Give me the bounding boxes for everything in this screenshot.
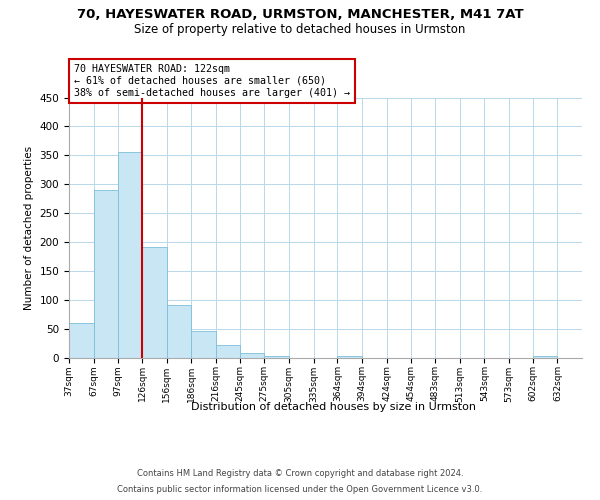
- Bar: [533, 356, 557, 358]
- Bar: [216, 345, 240, 358]
- Text: 70, HAYESWATER ROAD, URMSTON, MANCHESTER, M41 7AT: 70, HAYESWATER ROAD, URMSTON, MANCHESTER…: [77, 8, 523, 20]
- Text: Contains public sector information licensed under the Open Government Licence v3: Contains public sector information licen…: [118, 484, 482, 494]
- Bar: [265, 356, 289, 358]
- Y-axis label: Number of detached properties: Number of detached properties: [24, 146, 34, 310]
- Bar: [142, 246, 167, 358]
- Text: Size of property relative to detached houses in Urmston: Size of property relative to detached ho…: [134, 22, 466, 36]
- Text: 70 HAYESWATER ROAD: 122sqm
← 61% of detached houses are smaller (650)
38% of sem: 70 HAYESWATER ROAD: 122sqm ← 61% of deta…: [74, 64, 350, 98]
- Bar: [167, 305, 191, 358]
- Bar: [69, 323, 94, 358]
- Bar: [191, 331, 216, 357]
- Bar: [118, 152, 142, 358]
- Bar: [337, 356, 362, 358]
- Text: Contains HM Land Registry data © Crown copyright and database right 2024.: Contains HM Land Registry data © Crown c…: [137, 470, 463, 478]
- Bar: [240, 353, 265, 358]
- Bar: [94, 190, 118, 358]
- Text: Distribution of detached houses by size in Urmston: Distribution of detached houses by size …: [191, 402, 476, 412]
